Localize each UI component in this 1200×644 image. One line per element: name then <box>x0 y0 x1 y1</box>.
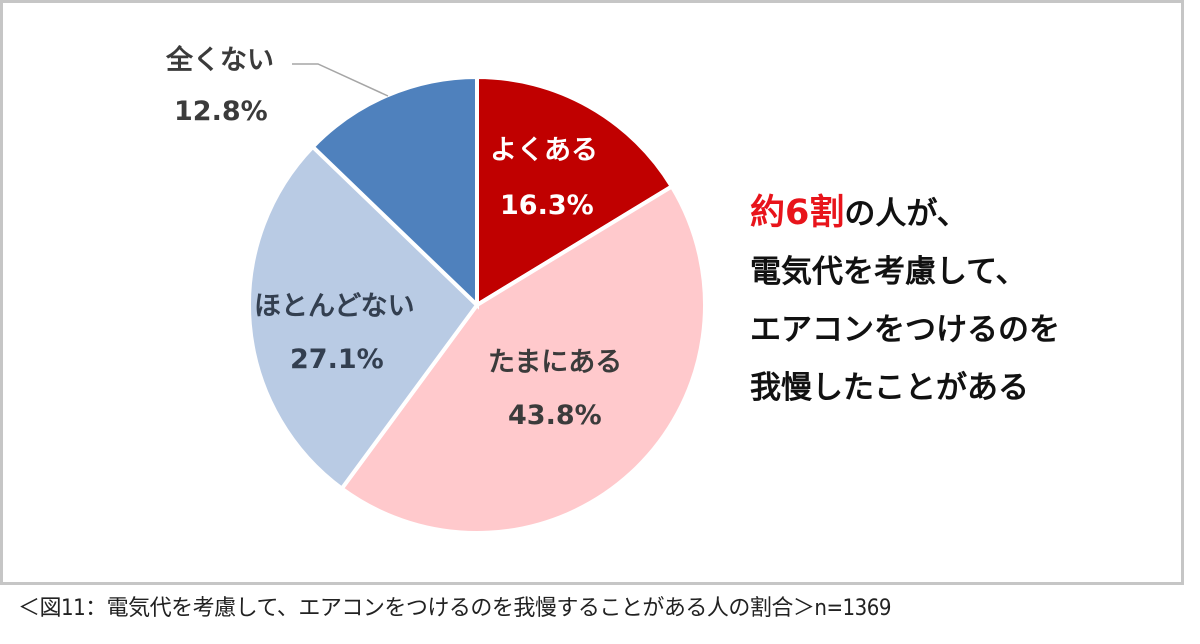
pie-slice-sometimes <box>339 183 707 535</box>
pie-slice-often <box>475 74 675 309</box>
slice-label-sometimes: たまにある <box>488 347 623 378</box>
slice-label-never: 全くない <box>166 45 274 76</box>
slice-label-often: よくある <box>490 135 598 166</box>
headline-line1: の人が、 <box>844 196 968 232</box>
slice-value-never: 12.8% <box>174 96 268 127</box>
headline-highlight: 約6割 <box>750 193 845 233</box>
headline: 約6割の人が、 電気代を考慮して、 エアコンをつけるのを 我慢したことがある <box>750 184 1060 417</box>
headline-line2: 電気代を考慮して、 <box>750 254 1027 290</box>
figure-caption: ＜図11：電気代を考慮して、エアコンをつけるのを我慢することがある人の割合＞n=… <box>18 596 891 621</box>
slice-label-rarely: ほとんどない <box>254 291 415 322</box>
slice-value-sometimes: 43.8% <box>508 400 602 431</box>
slice-value-rarely: 27.1% <box>290 344 384 375</box>
headline-line3: エアコンをつけるのを <box>750 312 1060 348</box>
leader-line <box>292 63 389 97</box>
pie-slice-rarely <box>247 144 480 492</box>
headline-line4: 我慢したことがある <box>750 370 1029 406</box>
slice-value-often: 16.3% <box>500 190 594 221</box>
